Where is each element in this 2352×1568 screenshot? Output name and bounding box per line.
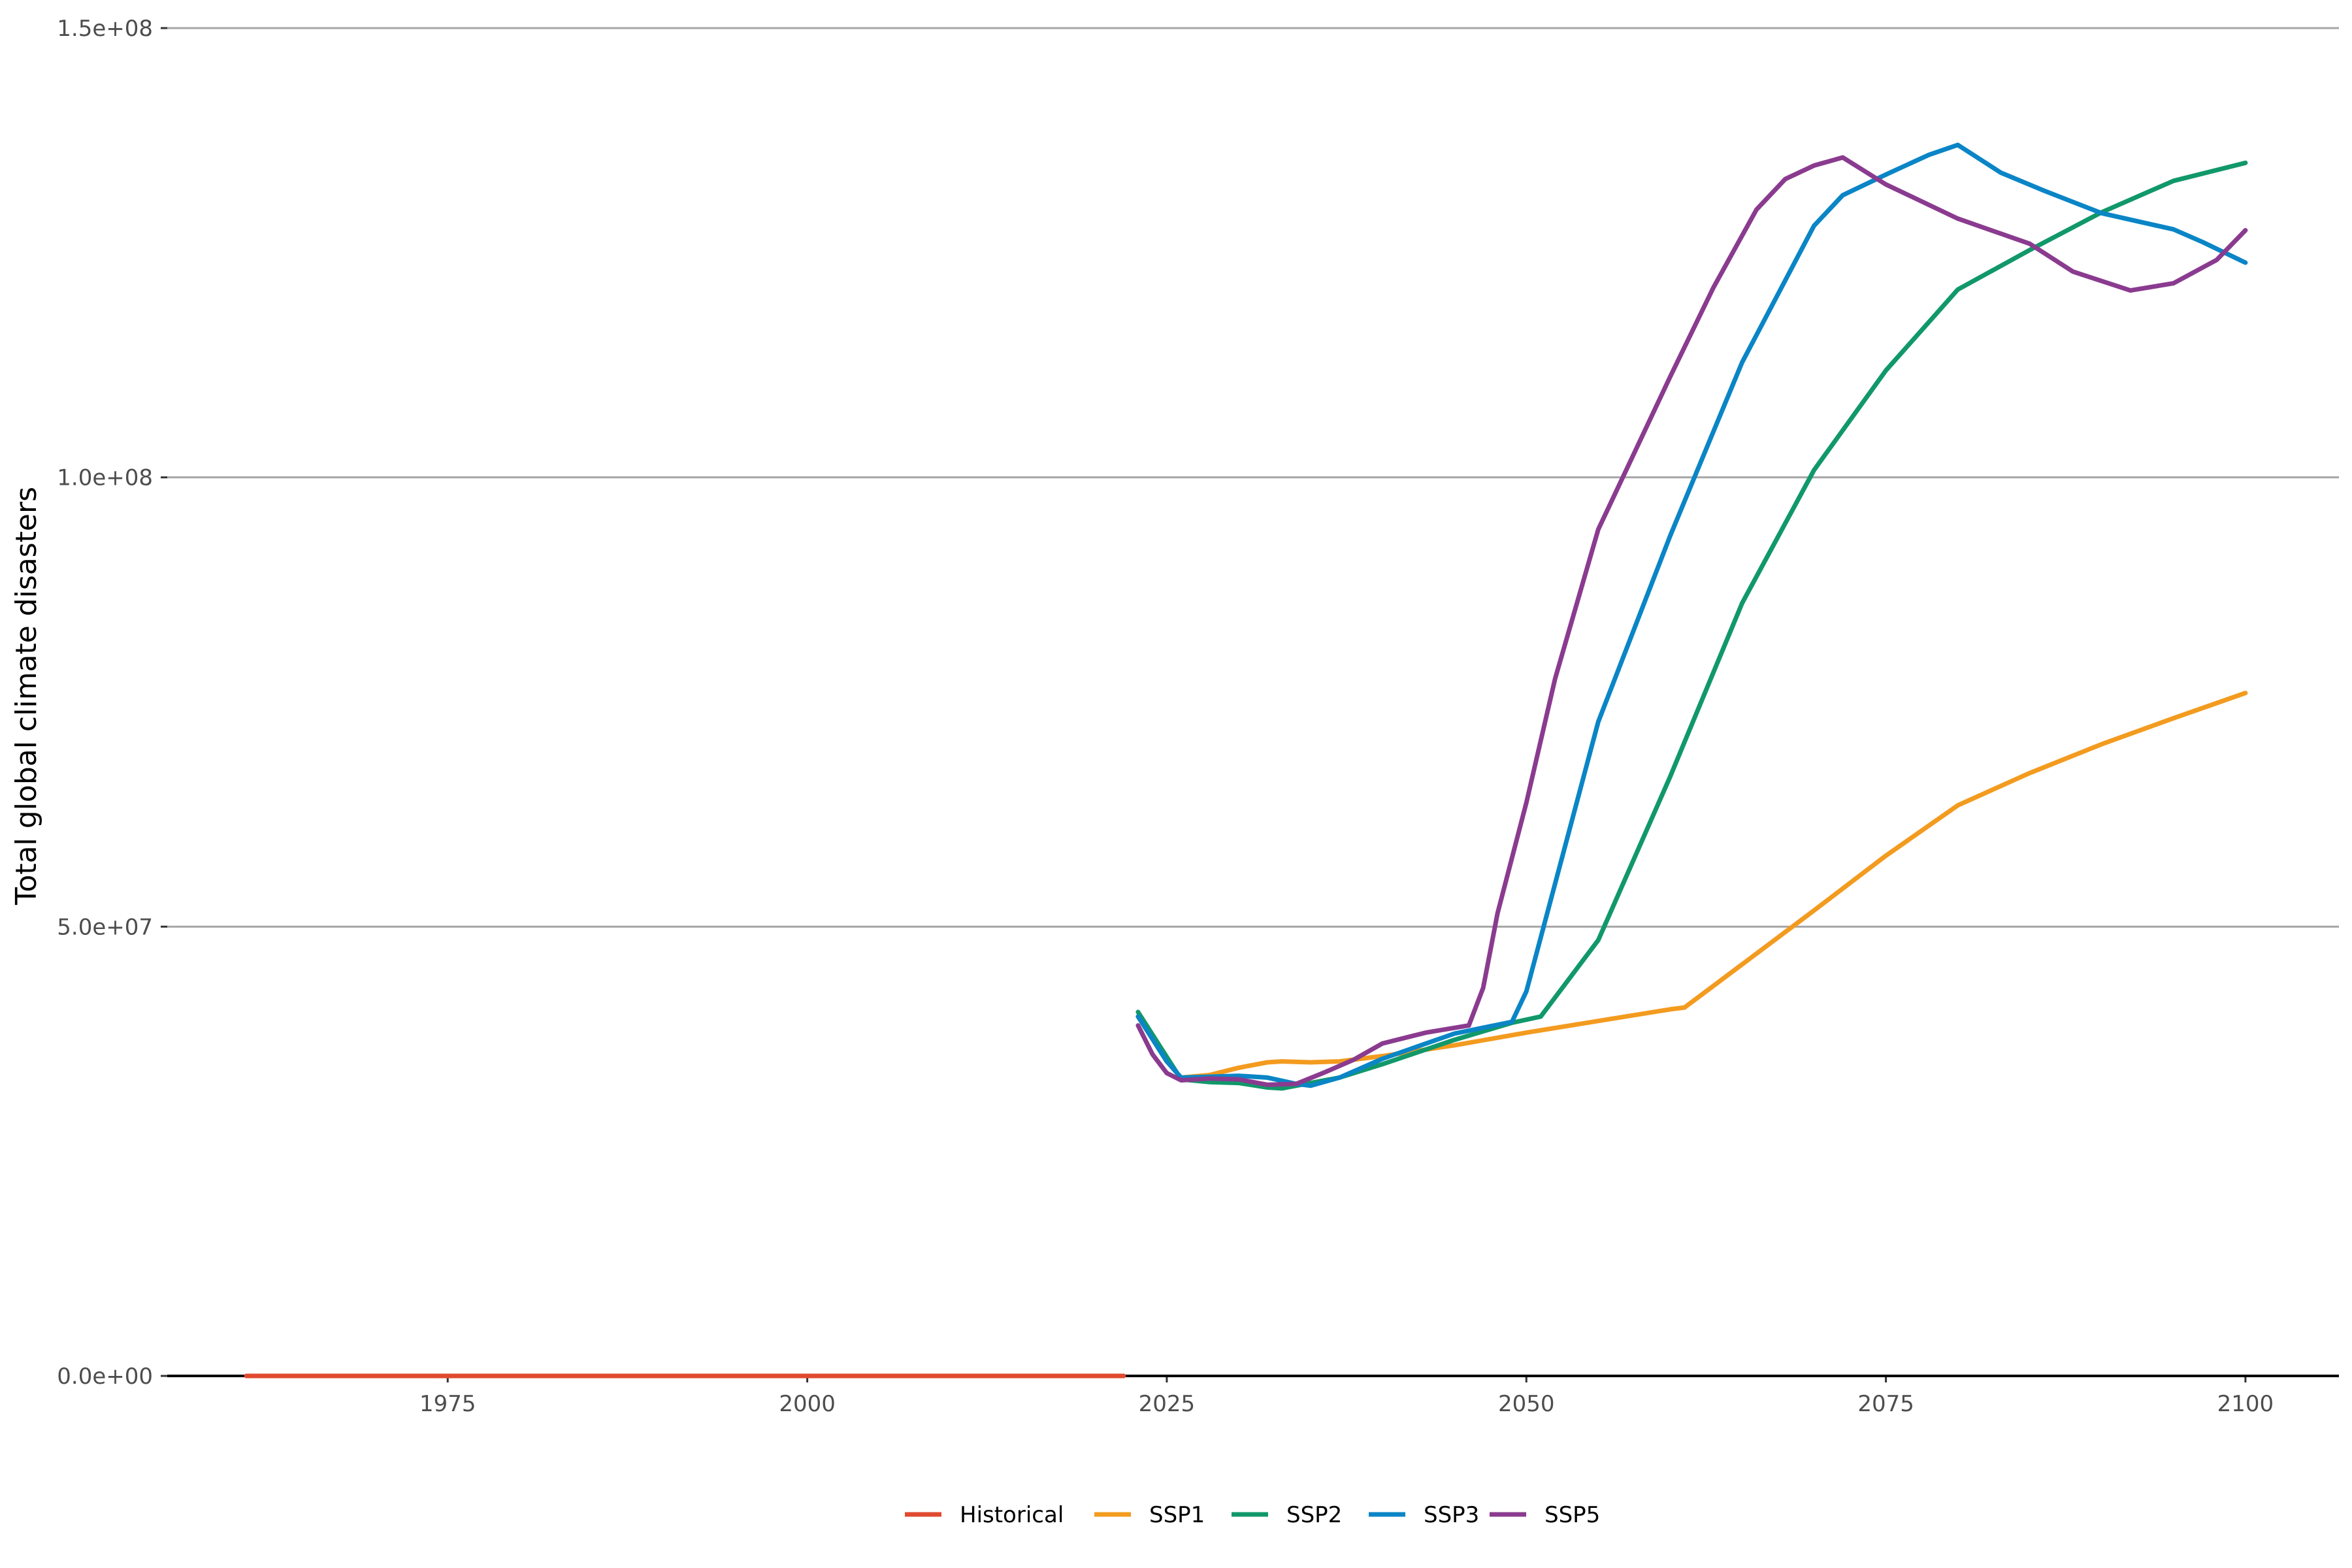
x-tick-label: 2075 [1857, 1391, 1914, 1417]
series-line-ssp3 [1135, 142, 2248, 1088]
y-axis-title: Total global climate disasters [10, 487, 43, 906]
legend-item-ssp5: SSP5 [1490, 1502, 1600, 1528]
legend-item-ssp3: SSP3 [1369, 1502, 1479, 1528]
legend-item-ssp2: SSP2 [1232, 1502, 1342, 1528]
x-axis-ticks: 1975 2000 2025 2050 2075 2100 [419, 1376, 2274, 1417]
x-tick-label: 2100 [2217, 1391, 2274, 1417]
x-tick-label: 2000 [779, 1391, 836, 1417]
legend: Historical SSP1 SSP2 SSP3 SSP5 [905, 1502, 1600, 1528]
y-axis-ticks: 0.0e+00 5.0e+07 1.0e+08 1.5e+08 [57, 16, 167, 1390]
y-tick-label: 5.0e+07 [57, 914, 153, 940]
series-line-ssp2 [1135, 160, 2248, 1091]
y-tick-label: 1.0e+08 [57, 465, 153, 491]
legend-label: SSP1 [1149, 1502, 1205, 1528]
x-tick-label: 2025 [1139, 1391, 1196, 1417]
x-tick-label: 1975 [419, 1391, 476, 1417]
legend-item-ssp1: SSP1 [1094, 1502, 1205, 1528]
legend-label: Historical [960, 1502, 1064, 1528]
legend-item-historical: Historical [905, 1502, 1064, 1528]
y-tick-label: 1.5e+08 [57, 16, 153, 42]
series-line-ssp5 [1135, 155, 2248, 1087]
series-line-ssp1 [1135, 691, 2248, 1080]
legend-label: SSP2 [1286, 1502, 1342, 1528]
series-lines [244, 142, 2248, 1379]
gridlines [167, 27, 2339, 928]
y-tick-label: 0.0e+00 [57, 1364, 153, 1390]
x-tick-label: 2050 [1498, 1391, 1555, 1417]
legend-label: SSP3 [1424, 1502, 1479, 1528]
legend-label: SSP5 [1544, 1502, 1600, 1528]
